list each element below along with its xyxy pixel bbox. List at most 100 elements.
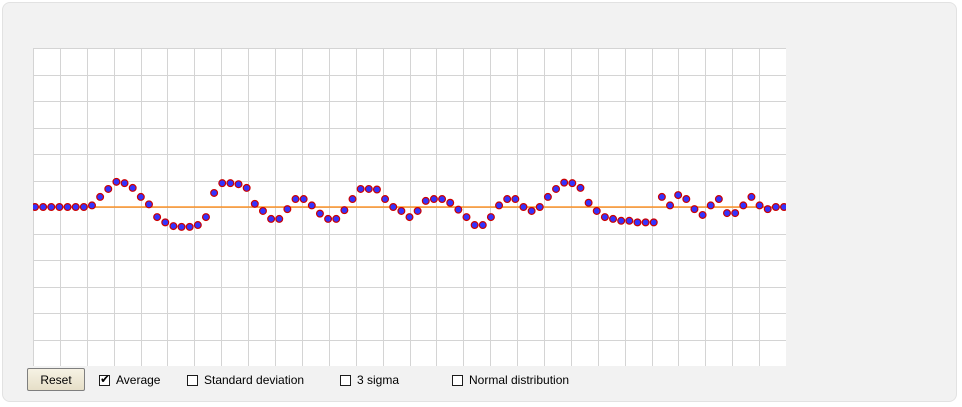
data-point [128, 183, 137, 192]
data-point [332, 214, 341, 223]
data-point [600, 213, 609, 222]
data-point [584, 198, 593, 207]
chart-controls: Reset ✔ Average Standard deviation 3 sig… [27, 368, 627, 392]
data-point [210, 188, 219, 197]
data-point [429, 195, 438, 204]
data-point [218, 179, 227, 188]
data-point [104, 184, 113, 193]
data-point [462, 213, 471, 222]
data-point [250, 199, 259, 208]
data-point [780, 203, 786, 211]
data-point [747, 192, 756, 201]
data-point [609, 214, 618, 223]
data-point [723, 209, 732, 218]
data-point [177, 222, 186, 231]
data-point [112, 177, 121, 186]
data-point [381, 195, 390, 204]
reset-button[interactable]: Reset [27, 368, 85, 391]
data-point [763, 205, 772, 214]
standard-deviation-label: Standard deviation [204, 373, 305, 387]
data-point [568, 179, 577, 188]
average-label: Average [116, 373, 161, 387]
data-point [47, 203, 56, 212]
data-point [649, 218, 658, 227]
data-point [478, 221, 487, 230]
data-point [324, 214, 333, 223]
data-point [438, 195, 447, 204]
data-point [234, 180, 243, 189]
plot-area [33, 48, 786, 366]
data-point [307, 201, 316, 210]
data-point [258, 206, 267, 215]
data-point [503, 195, 512, 204]
data-point [364, 184, 373, 193]
data-point [315, 209, 324, 218]
data-point [87, 201, 96, 210]
data-point [136, 192, 145, 201]
standard-deviation-checkbox[interactable] [187, 374, 198, 386]
data-point [633, 218, 642, 227]
data-point [576, 183, 585, 192]
data-point [690, 205, 699, 214]
data-point [706, 201, 715, 210]
data-point [201, 213, 210, 222]
standard-deviation-option[interactable]: Standard deviation [187, 372, 310, 388]
average-checkbox[interactable]: ✔ [99, 371, 111, 386]
data-point [413, 206, 422, 215]
data-point [495, 201, 504, 210]
data-point [299, 195, 308, 204]
data-point [55, 203, 64, 212]
data-point [486, 213, 495, 222]
data-point [731, 209, 740, 218]
data-point [682, 195, 691, 204]
data-point [739, 201, 748, 210]
data-point [275, 214, 284, 223]
data-point [283, 205, 292, 214]
data-point [389, 203, 398, 212]
scatter-chart [33, 48, 786, 366]
check-icon: ✔ [100, 371, 111, 386]
data-point [698, 210, 707, 219]
data-point [446, 198, 455, 207]
data-point [421, 196, 430, 205]
data-point [617, 216, 626, 225]
three-sigma-checkbox[interactable] [340, 374, 351, 386]
data-point [592, 206, 601, 215]
data-point [79, 203, 88, 212]
data-point [657, 192, 666, 201]
data-point [714, 195, 723, 204]
normal-distribution-label: Normal distribution [469, 373, 570, 387]
data-point [666, 201, 675, 210]
data-point [96, 192, 105, 201]
data-point [153, 213, 162, 222]
data-point [340, 206, 349, 215]
normal-distribution-option[interactable]: Normal distribution [452, 372, 575, 388]
data-point [226, 179, 235, 188]
data-point [535, 203, 544, 212]
data-point [120, 179, 129, 188]
chart-panel [2, 2, 957, 402]
data-point [161, 218, 170, 227]
data-point [144, 200, 153, 209]
data-point [348, 195, 357, 204]
data-point [771, 203, 780, 212]
data-point [33, 203, 39, 211]
data-point [63, 203, 72, 212]
data-point [193, 221, 202, 230]
data-point [519, 203, 528, 212]
average-option[interactable]: ✔ Average [99, 372, 166, 388]
data-point [242, 183, 251, 192]
data-point [169, 222, 178, 231]
data-point [356, 184, 365, 193]
data-point [641, 218, 650, 227]
data-point [560, 178, 569, 187]
data-point [291, 195, 300, 204]
three-sigma-option[interactable]: 3 sigma [340, 372, 405, 388]
data-point [405, 213, 414, 222]
data-point [454, 205, 463, 214]
data-point [625, 216, 634, 225]
normal-distribution-checkbox[interactable] [452, 374, 463, 386]
data-point [267, 214, 276, 223]
data-point [527, 206, 536, 215]
data-point [543, 192, 552, 201]
